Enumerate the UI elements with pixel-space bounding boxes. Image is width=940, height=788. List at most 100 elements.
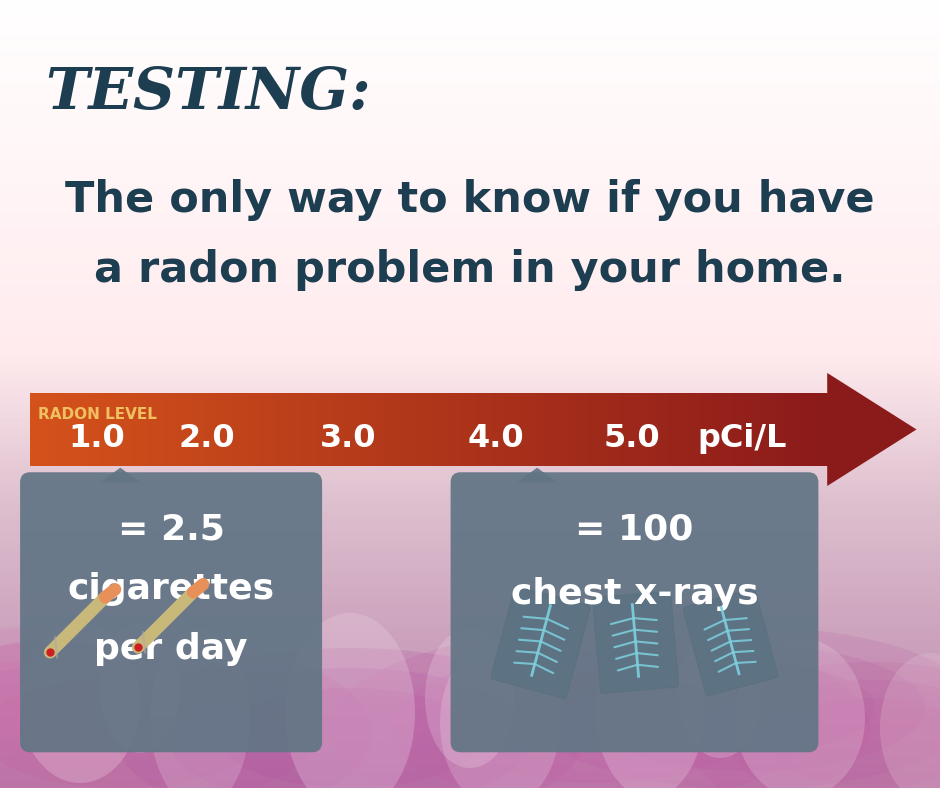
Bar [0,393,940,398]
Bar [0,716,940,721]
Bar [434,393,440,466]
Bar [625,393,632,466]
Ellipse shape [690,662,940,788]
Bar [0,724,940,729]
Bar [110,393,117,466]
FancyBboxPatch shape [683,589,777,696]
Bar [163,393,169,466]
Bar [301,393,307,466]
Bar [667,393,674,466]
Bar [493,393,499,466]
Bar [0,145,940,150]
Bar [0,35,940,39]
Polygon shape [101,468,140,482]
Bar [131,393,137,466]
Bar [120,393,127,466]
Bar [333,393,339,466]
Text: = 2.5: = 2.5 [118,512,225,546]
Bar [0,539,940,544]
Bar [711,393,716,466]
Bar [445,393,451,466]
Bar [0,681,940,686]
Bar [0,251,940,256]
Bar [631,393,637,466]
Bar [0,50,940,55]
Bar [567,393,573,466]
Bar [0,66,940,71]
Ellipse shape [450,673,750,783]
Bar [386,393,392,466]
Bar [88,393,95,466]
Bar [0,610,940,615]
Bar [774,393,780,466]
FancyBboxPatch shape [491,586,590,698]
Bar [206,393,212,466]
Ellipse shape [100,623,180,753]
Bar [354,393,361,466]
Bar [663,393,668,466]
Ellipse shape [625,663,875,753]
Bar [0,500,940,504]
Text: = 100: = 100 [575,512,694,546]
Bar [0,90,940,95]
Bar [0,303,940,307]
Bar [647,393,653,466]
Bar [0,322,940,327]
Bar [0,0,940,4]
Bar [0,314,940,319]
Bar [0,263,940,268]
Bar [0,708,940,713]
Bar [0,102,940,106]
Bar [689,393,696,466]
Ellipse shape [168,668,532,788]
Bar [0,401,940,406]
Ellipse shape [770,698,940,788]
Bar [0,389,940,394]
Bar [94,393,101,466]
Bar [572,393,578,466]
Bar [0,354,940,359]
Bar [651,393,658,466]
Bar [0,590,940,595]
Text: 5.0: 5.0 [603,422,660,454]
Text: cigarettes: cigarettes [68,572,274,606]
Bar [0,551,940,556]
Bar [0,295,940,299]
Bar [0,744,940,749]
Bar [0,492,940,496]
Bar [556,393,562,466]
Bar [0,527,940,532]
Bar [503,393,509,466]
Polygon shape [517,468,557,482]
Bar [0,240,940,244]
Bar [0,649,940,654]
Ellipse shape [390,651,810,788]
Bar [30,393,37,466]
Bar [0,488,940,492]
Bar [0,318,940,323]
Bar [727,393,732,466]
Bar [0,169,940,173]
Bar [0,358,940,362]
Bar [423,393,430,466]
Bar [695,393,700,466]
Bar [0,200,940,205]
Bar [529,393,536,466]
Ellipse shape [150,628,250,788]
Bar [455,393,462,466]
Bar [0,381,940,386]
Bar [200,393,207,466]
Bar [461,393,467,466]
Bar [0,480,940,485]
Bar [0,740,940,745]
Bar [0,602,940,607]
Bar [822,393,828,466]
Bar [0,728,940,733]
Bar [0,82,940,87]
Bar [0,224,940,229]
Bar [285,393,291,466]
Bar [232,393,239,466]
Bar [0,783,940,788]
Bar [0,571,940,575]
Bar [264,393,270,466]
